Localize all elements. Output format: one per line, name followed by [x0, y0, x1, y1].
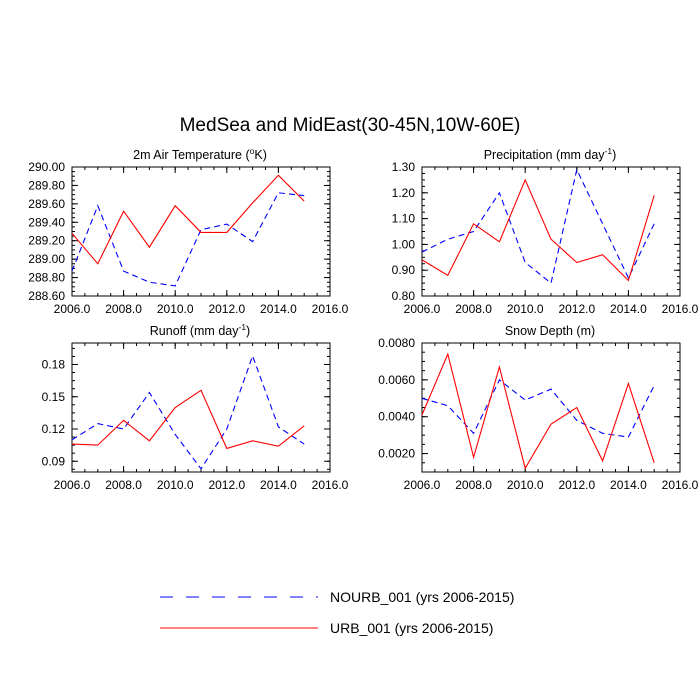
plot-frame-runoff: [71, 342, 331, 473]
x-tick-label: 2008.0: [105, 302, 142, 316]
y-tick-label: 288.60: [28, 289, 65, 303]
y-tick-label: 290.00: [28, 160, 65, 174]
panel-precipitation: 2006.0 2008.0 2010.0 2012.0 2014.0 2016.0 0.80…: [392, 160, 699, 316]
panel-air-temperature: 2006.0 2008.0 2010.0 2012.0 2014.0 2016.0 288.…: [28, 160, 348, 316]
y-tick-label: 0.0020: [378, 447, 415, 461]
x-tick-label: 2006.0: [404, 478, 441, 492]
y-tick-label: 289.20: [28, 234, 65, 248]
y-tick-label: 1.20: [392, 186, 416, 200]
x-tick-label: 2010.0: [507, 302, 544, 316]
panel-title-suffix: K): [254, 148, 267, 162]
panel-title-text: Runoff (mm day: [150, 324, 239, 338]
x-tick-label: 2006.0: [54, 302, 91, 316]
panel-runoff: 2006.0 2008.0 2010.0 2012.0 2014.0 2016.0 0.09…: [42, 342, 349, 492]
series-line-nourb: [421, 379, 655, 438]
x-tick-label: 2010.0: [157, 302, 194, 316]
panel-title-text: 2m Air Temperature (: [133, 148, 250, 162]
panel-title-text: Snow Depth (m): [505, 324, 595, 338]
y-tick-label: 1.30: [392, 160, 416, 174]
panel-title-runoff: Runoff (mm day-1): [150, 322, 250, 338]
y-tick-label: 0.15: [42, 390, 66, 404]
x-tick-label: 2010.0: [157, 478, 194, 492]
panel-snow-depth: 2006.0 2008.0 2010.0 2012.0 2014.0 2016.0 0.00…: [378, 336, 698, 492]
panel-title-suffix: ): [246, 324, 250, 338]
y-tick-label: 0.90: [392, 263, 416, 277]
y-tick-label: 289.00: [28, 252, 65, 266]
panel-title-air-temperature: 2m Air Temperature (oK): [133, 146, 267, 162]
x-tick-label: 2016.0: [662, 478, 699, 492]
panel-title-superscript: o: [250, 146, 255, 156]
y-tick-label: 0.18: [42, 358, 66, 372]
x-tick-label: 2010.0: [507, 478, 544, 492]
y-tick-label: 0.0080: [378, 336, 415, 350]
figure-title: MedSea and MidEast(30-45N,10W-60E): [180, 115, 521, 136]
x-tick-label: 2016.0: [312, 302, 349, 316]
panel-title-text: Precipitation (mm day: [484, 148, 606, 162]
panel-title-superscript: -1: [605, 146, 613, 156]
panel-title-superscript: -1: [238, 322, 246, 332]
y-tick-label: 0.09: [42, 454, 66, 468]
y-tick-label: 289.80: [28, 178, 65, 192]
y-tick-label: 1.00: [392, 237, 416, 251]
x-tick-label: 2012.0: [558, 478, 595, 492]
x-tick-label: 2012.0: [208, 478, 245, 492]
series-line-nourb: [421, 167, 655, 285]
x-tick-label: 2014.0: [610, 302, 647, 316]
x-tick-label: 2014.0: [260, 478, 297, 492]
panel-title-precipitation: Precipitation (mm day-1): [484, 146, 617, 162]
plot-frame-precipitation: [421, 166, 681, 297]
series-line-urb: [421, 352, 655, 470]
y-tick-label: 1.10: [392, 212, 416, 226]
x-tick-label: 2016.0: [312, 478, 349, 492]
plot-frame-air-temperature: [71, 166, 331, 297]
x-tick-label: 2008.0: [455, 302, 492, 316]
y-tick-label: 0.0060: [378, 373, 415, 387]
series-line-urb: [71, 174, 305, 265]
legend: NOURB_001 (yrs 2006-2015) URB_001 (yrs 2…: [160, 589, 514, 636]
y-tick-label: 289.60: [28, 197, 65, 211]
x-tick-label: 2006.0: [404, 302, 441, 316]
y-tick-label: 289.40: [28, 215, 65, 229]
legend-label-urb: URB_001 (yrs 2006-2015): [330, 620, 493, 636]
y-tick-label: 0.80: [392, 289, 416, 303]
panel-title-suffix: ): [612, 148, 616, 162]
x-tick-label: 2006.0: [54, 478, 91, 492]
y-tick-label: 0.0040: [378, 410, 415, 424]
panel-title-snow-depth: Snow Depth (m): [505, 324, 595, 338]
series-line-urb: [421, 178, 655, 282]
y-tick-label: 0.12: [42, 422, 66, 436]
x-tick-label: 2014.0: [260, 302, 297, 316]
x-tick-label: 2016.0: [662, 302, 699, 316]
series-line-nourb: [71, 354, 305, 470]
x-tick-label: 2012.0: [208, 302, 245, 316]
x-tick-label: 2008.0: [105, 478, 142, 492]
x-tick-label: 2012.0: [558, 302, 595, 316]
y-tick-label: 288.80: [28, 271, 65, 285]
legend-label-nourb: NOURB_001 (yrs 2006-2015): [330, 589, 514, 605]
x-tick-label: 2008.0: [455, 478, 492, 492]
x-tick-label: 2014.0: [610, 478, 647, 492]
series-line-urb: [71, 389, 305, 450]
series-line-nourb: [71, 192, 305, 287]
